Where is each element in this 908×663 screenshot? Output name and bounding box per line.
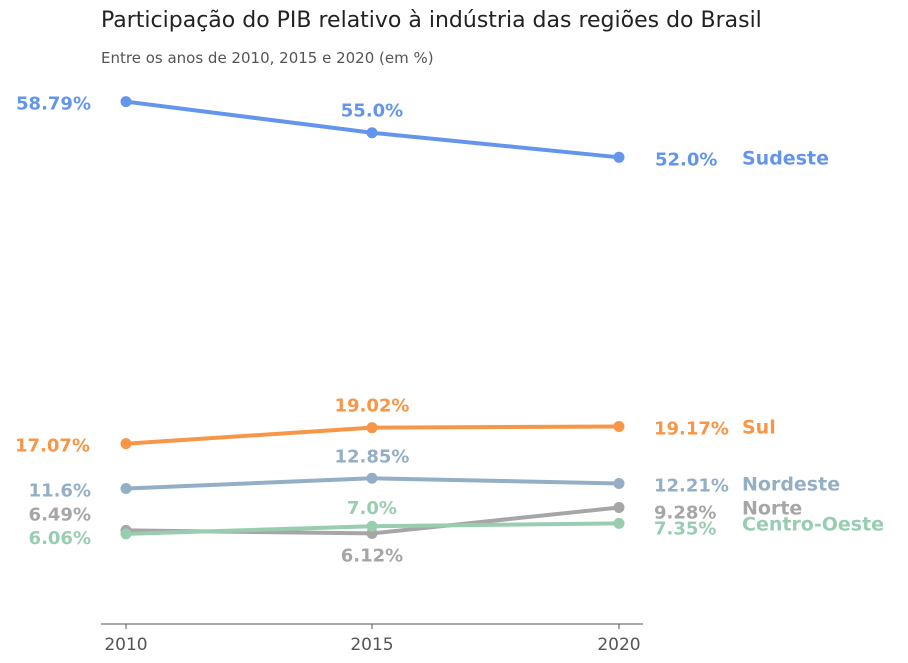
- data-point-nordeste-2015: [366, 472, 378, 484]
- data-point-centro-oeste-2010: [120, 528, 132, 540]
- data-point-sudeste-2020: [613, 151, 625, 163]
- data-point-centro-oeste-2020: [613, 517, 625, 529]
- data-point-sudeste-2010: [120, 96, 132, 108]
- data-label-norte-2010: 6.49%: [29, 504, 91, 525]
- data-label-nordeste-2015: 12.85%: [335, 446, 410, 467]
- chart-title: Participação do PIB relativo à indústria…: [101, 8, 762, 33]
- data-label-sul-2010: 17.07%: [15, 436, 90, 457]
- data-label-sudeste-2020: 52.0%: [655, 149, 717, 170]
- chart-subtitle: Entre os anos de 2010, 2015 e 2020 (em %…: [101, 49, 434, 67]
- series-name-norte: Norte: [742, 498, 802, 520]
- x-tick-label-2010: 2010: [104, 635, 147, 655]
- data-point-sudeste-2015: [366, 127, 378, 139]
- data-label-nordeste-2020: 12.21%: [654, 476, 729, 497]
- data-label-centro-oeste-2015: 7.0%: [347, 498, 397, 519]
- data-label-sudeste-2010: 58.79%: [16, 94, 91, 115]
- data-label-sudeste-2015: 55.0%: [341, 101, 403, 122]
- series-name-sudeste: Sudeste: [742, 147, 829, 169]
- data-point-sul-2015: [366, 422, 378, 434]
- data-point-norte-2020: [613, 502, 625, 514]
- data-label-sul-2020: 19.17%: [654, 418, 729, 439]
- series-name-nordeste: Nordeste: [742, 474, 840, 496]
- data-label-nordeste-2010: 11.6%: [29, 481, 91, 502]
- data-point-sul-2010: [120, 438, 132, 450]
- data-point-centro-oeste-2015: [366, 520, 378, 532]
- data-label-norte-2020: 9.28%: [654, 503, 716, 524]
- x-tick-label-2015: 2015: [350, 635, 393, 655]
- data-point-sul-2020: [613, 420, 625, 432]
- series-name-sul: Sul: [742, 416, 776, 438]
- data-label-norte-2015: 6.12%: [341, 545, 403, 566]
- series-name-centro-oeste: Centro-Oeste: [742, 513, 884, 535]
- data-point-nordeste-2020: [613, 478, 625, 490]
- data-label-sul-2015: 19.02%: [335, 396, 410, 417]
- data-label-centro-oeste-2020: 7.35%: [654, 518, 716, 539]
- data-label-centro-oeste-2010: 6.06%: [29, 528, 91, 549]
- data-point-nordeste-2010: [120, 483, 132, 495]
- x-tick-label-2020: 2020: [597, 635, 640, 655]
